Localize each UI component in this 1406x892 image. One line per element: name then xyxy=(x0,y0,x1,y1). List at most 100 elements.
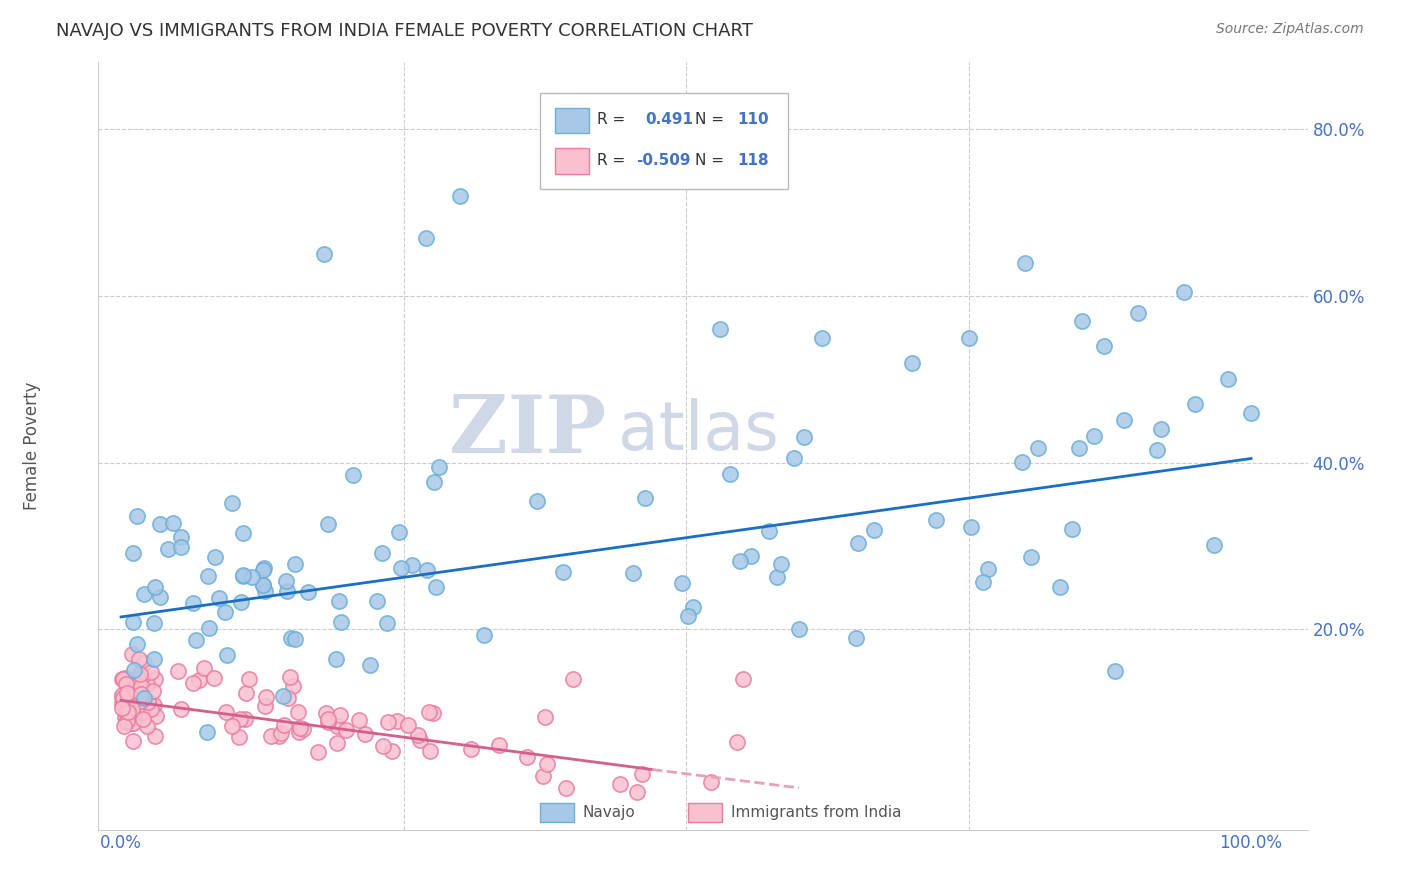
Point xyxy=(115,685,138,699)
Point xyxy=(474,628,496,642)
Point xyxy=(419,744,441,758)
Point xyxy=(228,713,250,727)
FancyBboxPatch shape xyxy=(689,803,723,822)
Point xyxy=(288,721,311,735)
Point xyxy=(671,576,693,591)
Point xyxy=(132,656,155,670)
Point xyxy=(122,615,145,629)
Point xyxy=(700,774,723,789)
Text: NAVAJO VS IMMIGRANTS FROM INDIA FEMALE POVERTY CORRELATION CHART: NAVAJO VS IMMIGRANTS FROM INDIA FEMALE P… xyxy=(56,22,754,40)
Point xyxy=(536,756,558,771)
Point xyxy=(215,705,238,719)
Point xyxy=(280,631,302,645)
Point xyxy=(142,616,165,631)
Point xyxy=(115,705,138,719)
Point xyxy=(122,546,145,560)
Point xyxy=(129,687,152,701)
Text: atlas: atlas xyxy=(619,398,779,464)
Point xyxy=(273,718,295,732)
Point xyxy=(415,230,437,244)
Point xyxy=(128,666,150,681)
Point xyxy=(115,714,138,728)
Point xyxy=(125,509,148,524)
Point xyxy=(181,596,204,610)
Point xyxy=(117,706,139,720)
Point xyxy=(271,689,294,703)
Point xyxy=(193,661,215,675)
Point xyxy=(142,684,165,698)
Point xyxy=(377,714,399,729)
Point xyxy=(626,785,648,799)
Point xyxy=(115,696,138,710)
Point xyxy=(972,574,994,589)
Point xyxy=(270,726,292,740)
Point xyxy=(112,719,135,733)
Point xyxy=(283,679,305,693)
Text: -0.509: -0.509 xyxy=(637,153,690,168)
Point xyxy=(118,694,141,708)
Point xyxy=(682,599,704,614)
Text: Source: ZipAtlas.com: Source: ZipAtlas.com xyxy=(1216,22,1364,37)
Point xyxy=(1067,441,1090,455)
Point xyxy=(292,723,315,737)
Point xyxy=(810,330,832,344)
Point xyxy=(325,719,347,733)
Text: R =: R = xyxy=(596,112,624,128)
Point xyxy=(121,648,143,662)
Point xyxy=(534,710,557,724)
Point xyxy=(288,724,311,739)
Point xyxy=(232,568,254,582)
Point xyxy=(555,780,578,795)
Point xyxy=(260,729,283,743)
Point xyxy=(631,767,654,781)
Point xyxy=(149,590,172,604)
Point xyxy=(143,580,166,594)
Text: N =: N = xyxy=(695,153,724,168)
Point xyxy=(314,247,336,261)
Point xyxy=(121,702,143,716)
Point xyxy=(740,549,762,563)
Point xyxy=(388,525,411,540)
Point xyxy=(846,536,869,550)
Point xyxy=(731,673,754,687)
Point xyxy=(1202,537,1225,551)
Point xyxy=(252,563,274,577)
Point xyxy=(170,530,193,544)
FancyBboxPatch shape xyxy=(555,108,589,133)
Point xyxy=(138,695,160,709)
Point xyxy=(114,690,136,704)
Point xyxy=(267,729,290,743)
Point xyxy=(129,693,152,707)
Point xyxy=(359,658,381,673)
Point xyxy=(526,494,548,508)
Point xyxy=(122,734,145,748)
Text: N =: N = xyxy=(695,112,724,128)
Point xyxy=(157,541,180,556)
Point xyxy=(718,467,741,481)
Point xyxy=(553,565,575,579)
Point xyxy=(132,587,155,601)
Point xyxy=(252,578,274,592)
Point xyxy=(1026,441,1049,455)
Point xyxy=(254,690,277,704)
Point xyxy=(728,554,751,568)
Point xyxy=(232,526,254,541)
Point xyxy=(425,580,447,594)
Point xyxy=(141,665,163,679)
Point xyxy=(284,632,307,646)
Point xyxy=(1011,454,1033,468)
Point xyxy=(373,739,395,754)
Point xyxy=(253,561,276,575)
Point xyxy=(1112,413,1135,427)
Point xyxy=(120,697,142,711)
Point xyxy=(135,677,157,691)
Point xyxy=(166,664,188,678)
Point xyxy=(128,694,150,708)
Point xyxy=(162,516,184,531)
Point xyxy=(460,742,482,756)
Point xyxy=(135,719,157,733)
Point xyxy=(122,711,145,725)
Point xyxy=(228,730,250,744)
Point xyxy=(1092,339,1115,353)
Point xyxy=(120,682,142,697)
